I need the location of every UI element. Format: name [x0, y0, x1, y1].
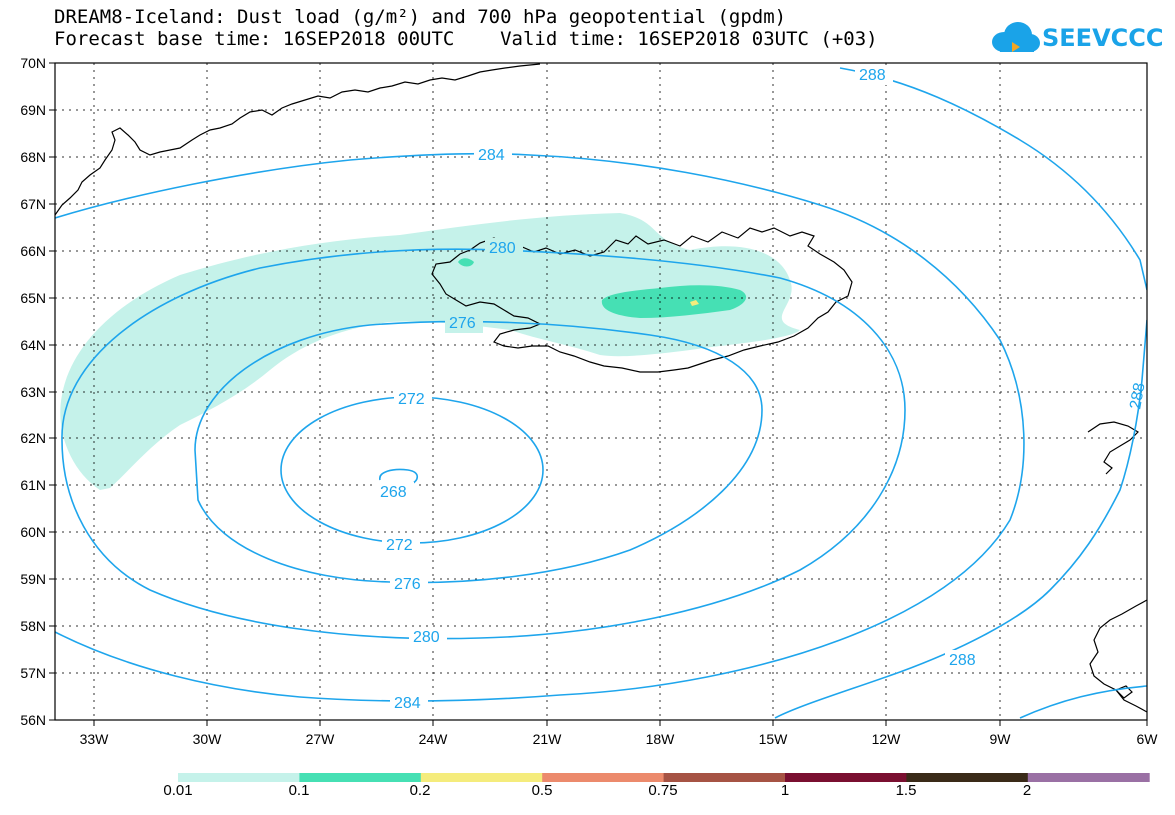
contour-288-north	[839, 67, 1147, 291]
lon-label: 18W	[646, 731, 676, 747]
hebrides	[1114, 685, 1133, 699]
lon-label: 27W	[306, 731, 336, 747]
colorbar-tick-label: 2	[1022, 782, 1032, 799]
lon-label: 12W	[872, 731, 902, 747]
contour-label: 280	[489, 240, 516, 257]
lat-label: 59N	[20, 571, 46, 587]
lon-label: 24W	[419, 731, 449, 747]
seevccc-logo: SEEVCCC	[990, 20, 1164, 56]
contour-label: 284	[394, 695, 421, 712]
lat-label: 70N	[20, 55, 46, 71]
geopotential-contours	[55, 67, 1147, 719]
gridlines	[55, 63, 1147, 720]
contour-label: 288	[1127, 381, 1148, 410]
contour-276	[194, 320, 763, 584]
colorbar-tick-label: 0.1	[288, 782, 310, 799]
latitude-labels: 70N 69N 68N 67N 66N 65N 64N 63N 62N 61N …	[20, 55, 46, 728]
contour-label-group: 288 284 280 276 272 268 272 276 280 284 …	[376, 65, 1149, 713]
contour-label: 276	[394, 576, 421, 593]
lon-label: 15W	[759, 731, 789, 747]
contour-280	[61, 248, 906, 640]
map-plot-area	[55, 63, 1147, 720]
colorbar-segment	[1027, 773, 1150, 782]
contour-label: 268	[380, 484, 407, 501]
lat-label: 65N	[20, 290, 46, 306]
greenland-coast	[55, 63, 541, 216]
coastlines	[55, 63, 1147, 713]
lat-label: 63N	[20, 384, 46, 400]
contour-label: 280	[413, 629, 440, 646]
lat-label: 58N	[20, 618, 46, 634]
colorbar-segment	[906, 773, 1029, 782]
lat-label: 57N	[20, 665, 46, 681]
colorbar-tick-label: 0.5	[531, 782, 553, 799]
lat-label: 62N	[20, 430, 46, 446]
colorbar-segment	[299, 773, 422, 782]
longitude-labels: 33W 30W 27W 24W 21W 18W 15W 12W 9W 6W	[80, 731, 1159, 747]
colorbar-tick-label: 0.2	[409, 782, 431, 799]
contour-label: 276	[449, 315, 476, 332]
lat-label: 67N	[20, 196, 46, 212]
lon-label: 21W	[533, 731, 563, 747]
colorbar-tick-label: 0.75	[648, 782, 678, 799]
dust-area-0.1-west	[458, 258, 474, 267]
faroe-islands	[1087, 421, 1139, 475]
contour-label: 288	[949, 652, 976, 669]
lat-label: 68N	[20, 149, 46, 165]
lon-label: 33W	[80, 731, 110, 747]
colorbar-segment	[785, 773, 907, 782]
axis-ticks	[49, 62, 1148, 726]
dust-area-0.1	[601, 285, 747, 318]
lat-label: 61N	[20, 477, 46, 493]
map-title-line1: DREAM8-Iceland: Dust load (g/m²) and 700…	[54, 6, 787, 28]
contour-label: 272	[398, 391, 425, 408]
lat-label: 66N	[20, 243, 46, 259]
lon-label: 6W	[1137, 731, 1159, 747]
colorbar-tick-label: 1.5	[895, 782, 917, 799]
lat-label: 69N	[20, 102, 46, 118]
dust-area-0.2	[690, 300, 699, 306]
colorbar	[178, 773, 1150, 782]
contour-288-east	[774, 319, 1147, 719]
colorbar-segment	[663, 773, 786, 782]
lat-label: 64N	[20, 337, 46, 353]
contour-label: 284	[478, 147, 505, 164]
contour-288-southeast	[1019, 685, 1147, 719]
logo-text: SEEVCCC	[1042, 24, 1164, 52]
lon-label: 30W	[193, 731, 223, 747]
lat-label: 60N	[20, 524, 46, 540]
dust-area-0.01	[60, 213, 800, 490]
colorbar-tick-label: 0.01	[163, 782, 193, 799]
cloud-icon	[992, 22, 1040, 52]
contour-label: 272	[386, 537, 413, 554]
map-title-line2: Forecast base time: 16SEP2018 00UTC Vali…	[54, 28, 878, 50]
colorbar-segment	[542, 773, 665, 782]
colorbar-segment	[178, 773, 300, 782]
scotland-coast	[1089, 599, 1147, 713]
iceland-coast	[431, 227, 853, 373]
colorbar-segment	[420, 773, 543, 782]
lat-label: 56N	[20, 712, 46, 728]
lon-label: 9W	[990, 731, 1012, 747]
colorbar-tick-label: 1	[780, 782, 790, 799]
contour-268	[379, 468, 419, 486]
contour-label: 288	[859, 67, 886, 84]
